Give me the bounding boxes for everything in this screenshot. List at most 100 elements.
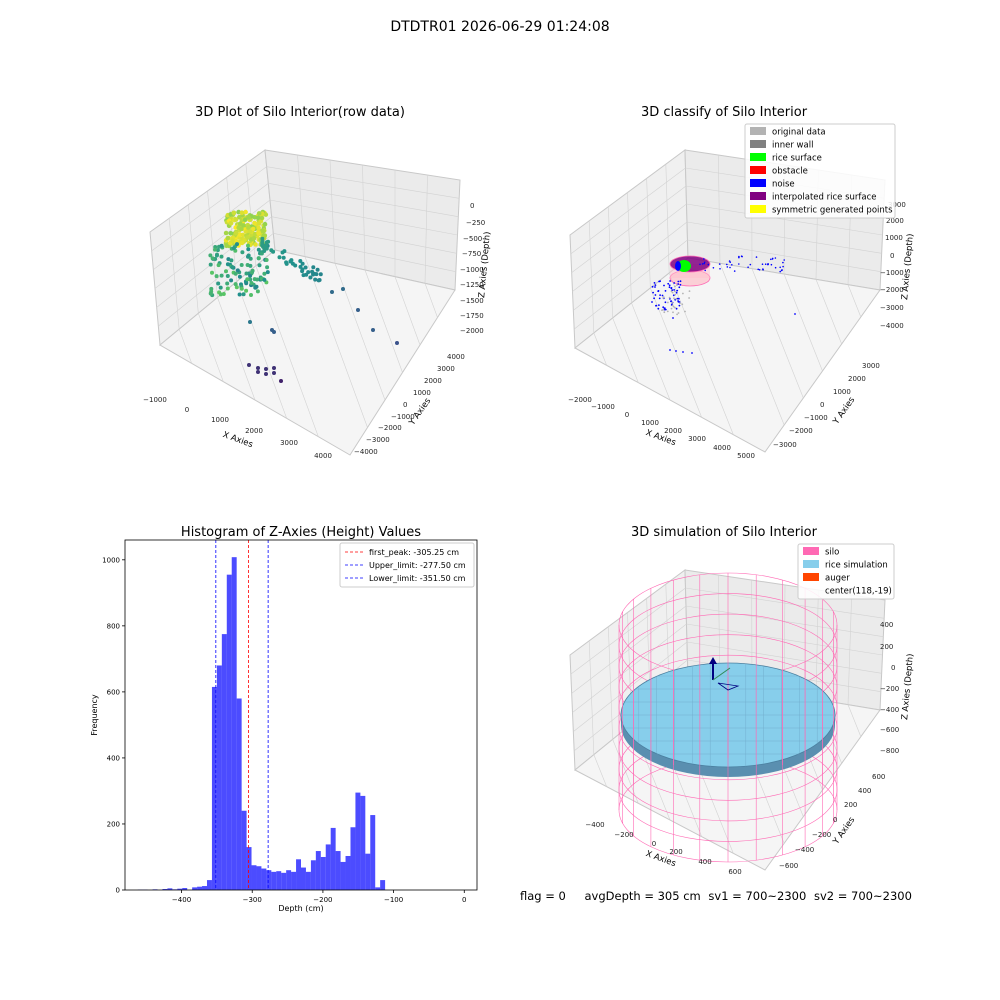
simulation-legend-label: rice simulation bbox=[825, 561, 888, 571]
simulation-legend-swatch bbox=[803, 573, 819, 581]
histogram-bar bbox=[251, 865, 257, 890]
raw-point bbox=[231, 210, 237, 216]
raw-point bbox=[272, 330, 276, 334]
raw-ytick: −2000 bbox=[378, 424, 402, 432]
classify-legend-label: interpolated rice surface bbox=[772, 193, 877, 203]
raw-point bbox=[214, 274, 219, 279]
raw-point bbox=[256, 221, 262, 226]
histogram-bar bbox=[301, 867, 306, 890]
histogram-bar bbox=[365, 853, 371, 890]
raw-ztick: −1750 bbox=[460, 312, 484, 320]
raw-point bbox=[216, 263, 221, 268]
histogram-bar bbox=[320, 856, 326, 890]
raw-point bbox=[252, 220, 257, 226]
raw-point bbox=[239, 263, 244, 267]
raw-point bbox=[259, 215, 265, 221]
histogram-legend-label: Lower_limit: -351.50 cm bbox=[369, 574, 466, 583]
classify-point bbox=[651, 301, 653, 303]
classify-point bbox=[668, 284, 671, 287]
classify-point bbox=[699, 263, 701, 266]
raw-y-ticks: 4000 3000 2000 1000 0 −1000 −2000 −3000 … bbox=[354, 353, 465, 456]
raw-point bbox=[248, 320, 252, 324]
simulation-x-ticks: −400 −200 0 200 400 600 bbox=[585, 821, 741, 876]
classify-legend: original data inner wall rice surface obsta… bbox=[744, 123, 896, 219]
raw-point bbox=[303, 265, 308, 270]
histogram-bar bbox=[162, 889, 168, 890]
histogram-bar bbox=[305, 871, 311, 890]
classify-point bbox=[677, 297, 680, 300]
raw-point bbox=[244, 288, 249, 293]
grid-line bbox=[364, 269, 403, 373]
grid-line bbox=[631, 302, 671, 401]
raw-ztick: −500 bbox=[463, 235, 482, 243]
raw-point bbox=[239, 210, 245, 215]
classify-point bbox=[684, 310, 686, 313]
raw-point bbox=[250, 226, 256, 232]
classify-point bbox=[681, 303, 684, 306]
simulation-legend-box bbox=[797, 543, 895, 600]
classify-point bbox=[731, 264, 733, 266]
raw-xtick: 4000 bbox=[314, 452, 332, 460]
classify-point bbox=[658, 304, 660, 306]
classify-point bbox=[659, 294, 661, 296]
simulation-legend-label: auger bbox=[825, 574, 850, 584]
grid-line bbox=[665, 164, 670, 274]
raw-plot: 3D Plot of Silo Interior(row data) −1000… bbox=[143, 105, 493, 460]
classify-point bbox=[678, 304, 681, 307]
raw-ztick: −750 bbox=[462, 250, 481, 258]
grid-line bbox=[304, 256, 368, 428]
classify-legend-label: rice surface bbox=[772, 154, 822, 164]
classify-point bbox=[669, 349, 671, 351]
classify-point bbox=[670, 307, 673, 310]
raw-point bbox=[256, 247, 261, 252]
classify-legend-swatch bbox=[750, 192, 766, 200]
raw-point bbox=[248, 273, 253, 278]
classify-point bbox=[672, 311, 674, 314]
classify-point bbox=[762, 269, 764, 271]
raw-ytick: 4000 bbox=[447, 353, 465, 361]
simulation-title: 3D simulation of Silo Interior bbox=[631, 525, 818, 540]
raw-point bbox=[219, 254, 224, 259]
raw-grid bbox=[151, 154, 460, 437]
classify-point bbox=[664, 308, 667, 311]
classify-point bbox=[678, 286, 681, 289]
classify-point bbox=[653, 297, 655, 300]
grid-line bbox=[783, 273, 823, 372]
classify-point bbox=[764, 263, 767, 266]
classify-point bbox=[674, 290, 676, 293]
classify-ztick: 2000 bbox=[886, 217, 904, 225]
raw-point bbox=[280, 250, 285, 255]
histogram-bar bbox=[192, 887, 198, 890]
classify-point bbox=[661, 294, 664, 297]
classify-ztick: −2000 bbox=[880, 286, 904, 294]
grid-line bbox=[255, 265, 319, 437]
classify-xtick: 0 bbox=[625, 411, 629, 419]
raw-point bbox=[245, 235, 250, 240]
simulation-ytick: 400 bbox=[858, 787, 871, 795]
histogram-axes-frame bbox=[124, 539, 478, 891]
raw-point bbox=[242, 217, 248, 222]
raw-point bbox=[246, 243, 250, 248]
classify-point bbox=[670, 300, 672, 303]
classify-ztick: 0 bbox=[890, 252, 894, 260]
classify-point bbox=[671, 301, 673, 304]
histogram-ytick-label: 400 bbox=[107, 754, 120, 762]
classify-point bbox=[667, 301, 669, 304]
simulation-ytick: −200 bbox=[812, 831, 831, 839]
classify-point bbox=[757, 268, 759, 271]
histogram-bar bbox=[271, 871, 277, 890]
raw-ztick: −1500 bbox=[460, 297, 484, 305]
classify-point bbox=[794, 313, 796, 315]
histogram-bar bbox=[345, 855, 351, 890]
raw-ytick: 1000 bbox=[413, 389, 431, 397]
simulation-legend-label: center(118,-19) bbox=[825, 587, 892, 597]
classify-noise-cluster bbox=[675, 261, 681, 271]
grid-line bbox=[236, 281, 287, 419]
classify-point bbox=[664, 301, 667, 304]
classify-point bbox=[767, 263, 769, 265]
grid-line bbox=[424, 174, 428, 284]
classify-point bbox=[691, 352, 693, 354]
raw-point bbox=[341, 287, 345, 291]
raw-point bbox=[264, 240, 269, 245]
raw-point bbox=[218, 285, 223, 290]
